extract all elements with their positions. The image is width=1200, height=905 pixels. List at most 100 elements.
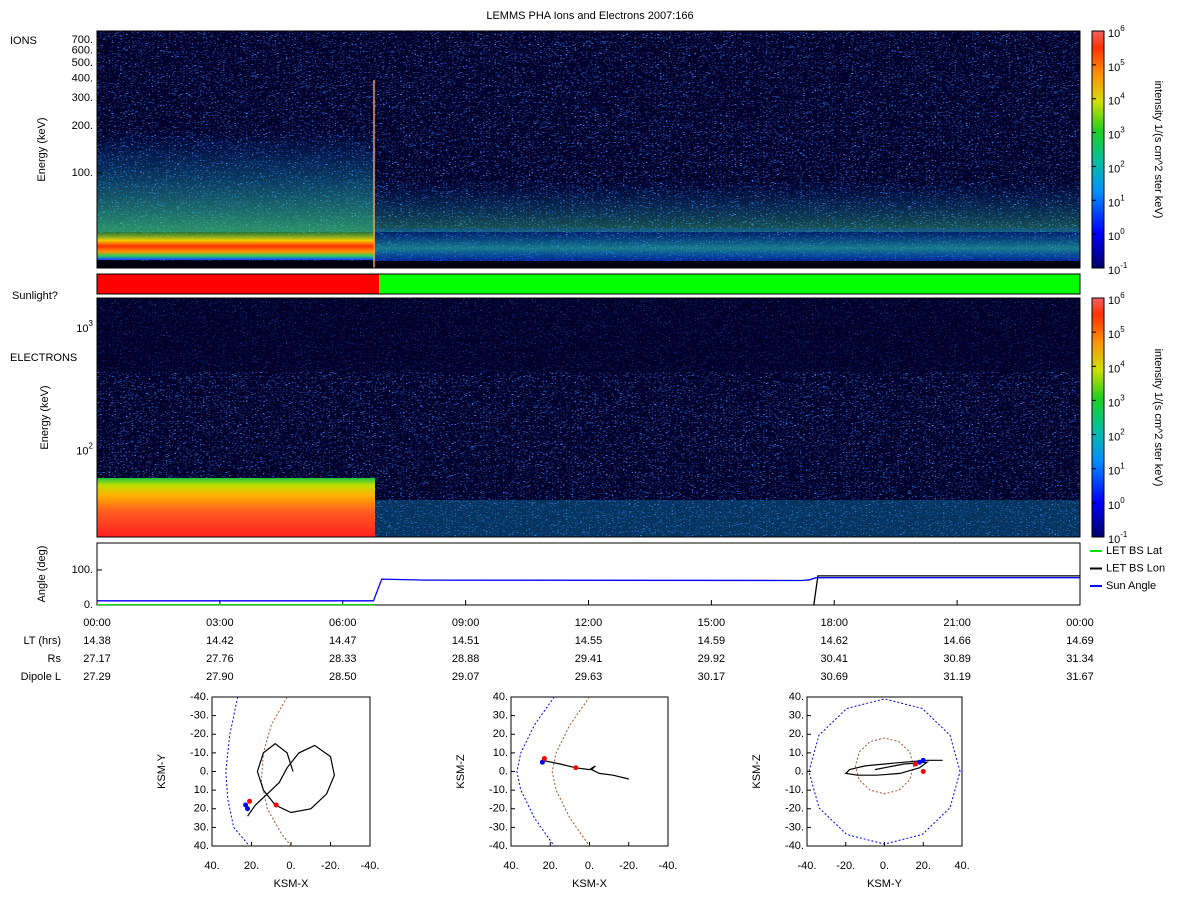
x-tick-label: 20. bbox=[543, 860, 558, 872]
x-tick-label: 06:00 bbox=[329, 617, 357, 629]
y-tick-label: 100. bbox=[72, 167, 93, 179]
y-tick-label: 30. bbox=[493, 710, 508, 722]
boundary-curve bbox=[260, 696, 292, 847]
y-tick-label: 0. bbox=[499, 765, 508, 777]
legend-label: LET BS Lon bbox=[1106, 562, 1165, 574]
y-tick-label: 103 bbox=[76, 319, 93, 335]
y-tick-label: 700. bbox=[72, 34, 93, 46]
y-tick-label: -40. bbox=[190, 691, 209, 703]
electron-spectrogram bbox=[97, 298, 1080, 537]
position-marker bbox=[920, 769, 926, 774]
colorbar-tick-label: 101 bbox=[1108, 462, 1125, 478]
y-tick-label: 30. bbox=[789, 710, 804, 722]
position-marker bbox=[541, 755, 547, 761]
colorbar-tick-label-base: 10 bbox=[1108, 329, 1120, 341]
trajectory bbox=[247, 742, 336, 817]
ephemeris-value: 29.07 bbox=[452, 671, 480, 683]
ephemeris-value: 28.50 bbox=[329, 671, 357, 683]
x-tick-label: 12:00 bbox=[575, 617, 603, 629]
orbit-plot: -40. -20. 0. 20. 40. 40. 30. 20. 10. 0. -10. -20. -3… bbox=[751, 691, 970, 890]
colorbar-tick-label-base: 10 bbox=[1108, 163, 1120, 175]
ephemeris-value: 14.69 bbox=[1066, 635, 1094, 647]
x-axis-label: KSM-Y bbox=[867, 878, 903, 890]
orbit-frame bbox=[806, 696, 963, 847]
colorbar-tick-label-base: 10 bbox=[1108, 466, 1120, 478]
colorbar-tick-label-sup: 2 bbox=[1120, 160, 1125, 169]
angle-line bbox=[97, 577, 1080, 602]
y-tick-label: 20. bbox=[194, 803, 209, 815]
y-tick-label: 10. bbox=[789, 747, 804, 759]
ephemeris-value: 14.59 bbox=[698, 635, 726, 647]
colorbar-label: intensity 1/(s cm^2 ster keV) bbox=[1152, 81, 1164, 219]
ephemeris-value: 31.67 bbox=[1066, 671, 1094, 683]
position-marker bbox=[273, 802, 279, 808]
ephemeris-value: 30.17 bbox=[698, 671, 726, 683]
y-tick-label-sup: 2 bbox=[89, 442, 94, 451]
colorbar-tick-label-sup: 5 bbox=[1120, 58, 1125, 67]
y-tick-label: 40. bbox=[493, 691, 508, 703]
colorbar-label: intensity 1/(s cm^2 ster keV) bbox=[1152, 349, 1164, 487]
position-marker bbox=[913, 761, 918, 767]
ephemeris-value: 14.38 bbox=[83, 635, 111, 647]
ephemeris-value: 27.29 bbox=[83, 671, 111, 683]
ephemeris-value: 30.69 bbox=[820, 671, 848, 683]
boundary-curve bbox=[225, 696, 250, 847]
y-tick-label: -40. bbox=[785, 840, 804, 852]
y-tick-label: 20. bbox=[493, 728, 508, 740]
y-tick-label-base: 700. bbox=[72, 34, 93, 46]
colorbar-tick-label-base: 10 bbox=[1108, 500, 1120, 512]
y-tick-label: 30. bbox=[194, 821, 209, 833]
panel-frame bbox=[96, 273, 1081, 295]
ephemeris-value: 27.90 bbox=[206, 671, 234, 683]
panel-frame bbox=[96, 30, 1081, 269]
colorbar-tick-label: 104 bbox=[1108, 92, 1125, 108]
boundary-curve bbox=[854, 737, 915, 795]
orbit-frame bbox=[211, 696, 371, 847]
ephemeris-value: 28.33 bbox=[329, 653, 357, 665]
ephemeris-value: 28.88 bbox=[452, 653, 480, 665]
colorbar-tick-label: 100 bbox=[1108, 227, 1125, 243]
legend-label: LET BS Lat bbox=[1106, 545, 1162, 557]
colorbar-tick-label-base: 10 bbox=[1108, 397, 1120, 409]
y-tick-label-base: 10 bbox=[76, 445, 88, 457]
y-tick-label: 100. bbox=[72, 564, 93, 576]
colorbar-tick-label-sup: 0 bbox=[1120, 227, 1125, 236]
x-tick-label: 15:00 bbox=[698, 617, 726, 629]
x-axis-label: KSM-X bbox=[274, 878, 310, 890]
position-marker bbox=[539, 759, 545, 765]
panel-label: IONS bbox=[10, 35, 37, 47]
y-tick-label: 500. bbox=[72, 57, 93, 69]
colorbars bbox=[1091, 30, 1105, 538]
y-tick-label: 0. bbox=[200, 765, 209, 777]
x-tick-label: 40. bbox=[503, 860, 518, 872]
y-tick-label: -10. bbox=[785, 784, 804, 796]
y-tick-label-base: 400. bbox=[72, 72, 93, 84]
y-axis-label: Energy (keV) bbox=[36, 117, 48, 181]
ephemeris-value: 30.89 bbox=[943, 653, 971, 665]
colorbar-tick-label: 105 bbox=[1108, 58, 1125, 74]
y-tick-label: 300. bbox=[72, 92, 93, 104]
orbit-plot: 40. 20. 0. -20. -40. -40. -30. -20. -10. 0. 10. 20.… bbox=[156, 691, 380, 890]
ephemeris-value: 27.76 bbox=[206, 653, 234, 665]
y-tick-label: 400. bbox=[72, 72, 93, 84]
y-tick-label-sup: 3 bbox=[89, 319, 94, 328]
ion-spectrogram bbox=[97, 31, 1080, 268]
ephemeris-value: 31.19 bbox=[943, 671, 971, 683]
colorbar-tick-label-sup: 1 bbox=[1120, 462, 1125, 471]
y-tick-label: -10. bbox=[489, 784, 508, 796]
y-axis-label: KSM-Z bbox=[455, 754, 467, 789]
colorbar-tick-label-sup: 4 bbox=[1120, 359, 1125, 368]
x-tick-label: 03:00 bbox=[206, 617, 234, 629]
y-tick-label: -20. bbox=[190, 728, 209, 740]
x-tick-label: 0. bbox=[286, 860, 295, 872]
colorbar-tick-label-sup: 3 bbox=[1120, 394, 1125, 403]
x-tick-label: -20. bbox=[321, 860, 340, 872]
colorbar-tick-label-base: 10 bbox=[1108, 96, 1120, 108]
panel-frame bbox=[96, 297, 1081, 538]
y-tick-label-base: 100. bbox=[72, 167, 93, 179]
colorbar-tick-label-base: 10 bbox=[1108, 197, 1120, 209]
x-tick-label: 40. bbox=[204, 860, 219, 872]
x-tick-label: 18:00 bbox=[820, 617, 848, 629]
trajectory bbox=[844, 759, 943, 776]
